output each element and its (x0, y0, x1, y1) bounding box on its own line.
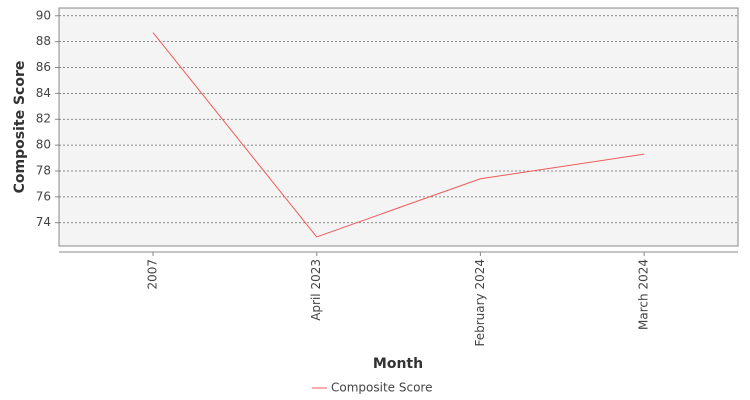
x-tick-label: April 2023 (309, 259, 323, 321)
y-tick-label: 82 (36, 112, 51, 126)
y-tick-label: 90 (36, 8, 51, 22)
y-tick-label: 78 (36, 163, 51, 177)
y-tick-label: 76 (36, 189, 51, 203)
y-tick-label: 80 (36, 138, 51, 152)
y-tick-label: 84 (36, 86, 51, 100)
y-tick-label: 88 (36, 34, 51, 48)
y-tick-label: 86 (36, 60, 51, 74)
data-line (152, 32, 645, 238)
x-tick-label: 2007 (146, 259, 160, 290)
x-tick-label: February 2024 (473, 259, 487, 347)
x-tick-label: March 2024 (637, 259, 651, 330)
x-axis-title: Month (373, 356, 423, 372)
plot-area (58, 7, 739, 247)
y-axis-title: Composite Score (12, 61, 28, 194)
legend-label: Composite Score (331, 381, 432, 395)
y-tick-label: 74 (36, 215, 51, 229)
